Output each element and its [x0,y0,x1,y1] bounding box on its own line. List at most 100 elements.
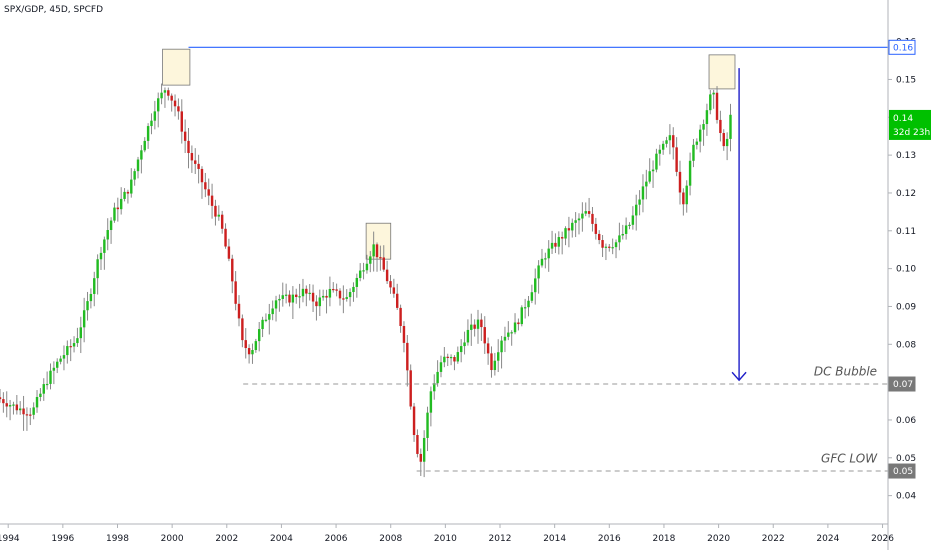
candle-body [153,111,157,121]
candle-body [35,396,39,408]
candle-body [678,171,682,193]
y-tick-label: 0.09 [896,302,916,312]
candle-body [554,242,557,247]
candle-body [631,215,635,225]
candle-body [49,370,52,384]
candle-body [133,171,136,180]
candle-body [446,356,449,358]
candle-body [719,119,722,134]
candle-body [210,195,214,206]
candle-body [658,149,662,154]
candle-body [200,168,204,183]
x-tick-label: 2024 [816,534,839,544]
candle-body [183,131,187,141]
candle-body [12,404,15,406]
candle-body [315,301,318,307]
candle-body [597,233,601,241]
candle-body [305,288,308,294]
candle-body [281,295,284,299]
candle-body [517,322,520,325]
candle-body [251,350,254,355]
candle-body [15,404,19,411]
candle-body [332,288,335,291]
candle-body [247,348,251,355]
candle-body [160,92,163,99]
candle-body [288,294,291,303]
candle-body [365,263,369,271]
candle-body [187,140,190,154]
y-tick-label: 0.12 [896,189,916,199]
candle-body [143,140,146,151]
candle-body [443,356,446,363]
candle-body [695,141,699,145]
candle-body [167,90,170,96]
candle-body [534,278,537,293]
candle-body [157,98,160,112]
candle-body [180,111,183,132]
candle-body [513,322,517,333]
candle-body [698,129,702,142]
candle-body [604,246,608,248]
candle-body [648,171,651,182]
candle-body [69,346,72,348]
arrow-head [731,371,747,382]
candle-body [224,228,227,247]
candle-body [241,318,244,341]
candle-body [234,281,237,304]
candle-body [480,319,483,328]
support-annotation: DC Bubble [814,364,877,378]
candle-body [490,353,493,371]
candle-body [581,213,584,219]
candle-body [493,360,497,371]
candle-body [76,338,79,344]
candle-body [29,414,32,416]
x-tick-label: 1994 [0,534,20,544]
candle-body [59,358,62,362]
candle-body [530,292,534,301]
candle-body [692,144,695,161]
candle-body [429,391,433,413]
candle-body [62,355,66,359]
candle-body [456,352,460,362]
x-tick-label: 2018 [652,534,675,544]
candle-body [39,393,42,397]
candle-body [496,352,500,361]
candle-body [217,214,221,217]
candle-body [274,300,278,309]
candle-body [369,256,372,264]
candle-body [82,310,86,328]
candle-body [560,237,564,239]
candle-body [207,189,210,196]
candle-body [72,343,76,347]
x-tick-label: 2002 [215,534,238,544]
candle-body [355,277,359,287]
y-tick-label: 0.10 [896,265,916,275]
candle-body [672,135,675,148]
candle-body [338,290,342,299]
candle-body [8,405,12,407]
x-tick-label: 2008 [379,534,402,544]
candle-body [540,258,544,266]
reference-lines: DC Bubble GFC LOW [188,46,888,472]
candle-body [150,120,153,127]
candle-body [18,408,22,411]
candle-body [79,327,83,339]
x-tick-label: 2006 [325,534,348,544]
candle-body [651,169,655,172]
dc-bubble-tag-text: 0.07 [893,380,913,390]
candle-body [668,135,672,141]
candle-body [564,228,567,239]
highlight-box [708,54,736,90]
price-tags: 0.16 0.07 0.05 0.14 32d 23h [888,39,931,479]
x-tick-label: 2000 [161,534,184,544]
candle-body [483,327,486,344]
candle-body [308,292,311,295]
candle-body [204,182,207,190]
candle-body [470,324,473,330]
candle-body [436,371,439,384]
candle-body [402,326,406,343]
candle-body [503,336,507,341]
highlight-boxes [162,48,736,260]
candle-body [0,397,2,400]
